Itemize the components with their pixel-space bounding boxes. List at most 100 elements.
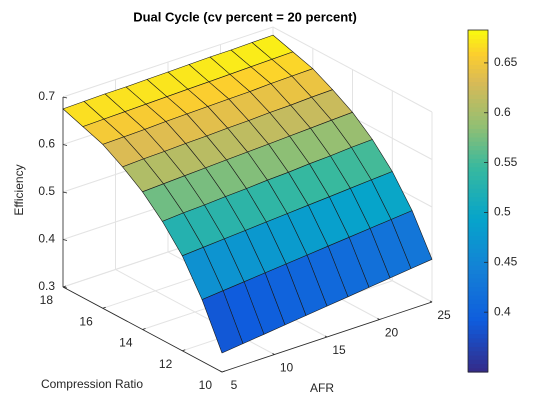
colorbar-swatch — [468, 77, 488, 82]
chart-title: Dual Cycle (cv percent = 20 percent) — [133, 9, 357, 24]
colorbar-swatch — [468, 145, 488, 151]
colorbar-swatch — [468, 153, 488, 159]
colorbar-swatch — [468, 158, 488, 164]
colorbar-swatch — [468, 218, 488, 223]
colorbar-swatch — [468, 342, 488, 347]
colorbar-swatch — [468, 303, 488, 309]
colorbar-swatch — [468, 235, 488, 241]
colorbar-swatch — [468, 119, 488, 125]
colorbar-swatch — [468, 124, 488, 129]
colorbar-swatch — [468, 320, 488, 326]
z-tick — [62, 286, 68, 289]
colorbar-swatch — [468, 42, 488, 48]
colorbar-swatch — [468, 277, 488, 283]
z-tick — [62, 239, 68, 241]
colorbar-frame — [467, 29, 489, 373]
colorbar-swatch — [468, 106, 488, 112]
colorbar-swatch — [468, 115, 488, 121]
colorbar-tick-label: 0.6 — [494, 105, 511, 119]
x-tick — [429, 300, 433, 303]
z-tick-label: 0.6 — [38, 137, 55, 151]
colorbar-swatch — [468, 282, 488, 288]
y-tick — [221, 370, 226, 373]
colorbar-swatch — [468, 47, 488, 52]
z-tick-label: 0.4 — [38, 232, 55, 246]
colorbar-swatch — [468, 196, 488, 202]
colorbar-swatch — [468, 209, 488, 215]
colorbar-swatch — [468, 312, 488, 318]
colorbar-swatch — [468, 333, 488, 339]
colorbar-swatch — [468, 72, 488, 78]
z-axis-label: Efficiency — [12, 164, 26, 215]
colorbar-swatch — [468, 222, 488, 228]
colorbar-swatch — [468, 132, 488, 138]
colorbar-swatch — [468, 329, 488, 335]
colorbar-swatch — [468, 252, 488, 258]
x-axis-label: AFR — [310, 381, 334, 395]
colorbar-swatch — [468, 59, 488, 65]
colorbar-swatch — [468, 183, 488, 189]
x-tick-label: 15 — [332, 343, 346, 357]
z-tick — [62, 191, 68, 194]
colorbar-tick-label: 0.4 — [494, 304, 511, 318]
colorbar-swatch — [468, 256, 488, 262]
colorbar-swatch — [468, 290, 488, 296]
colorbar-swatch — [468, 230, 488, 236]
y-tick — [102, 306, 106, 309]
y-axis-label: Compression Ratio — [41, 377, 143, 391]
colorbar-swatch — [468, 273, 488, 279]
colorbar-swatch — [468, 295, 488, 300]
colorbar-swatch — [468, 324, 488, 330]
y-tick — [142, 328, 146, 330]
z-tick — [62, 144, 68, 146]
colorbar-swatch — [468, 205, 488, 211]
x-tick — [219, 370, 223, 373]
x-tick — [324, 335, 328, 338]
colorbar-swatch — [468, 81, 488, 87]
colorbar-swatch — [468, 89, 488, 95]
colorbar-swatch — [468, 64, 488, 70]
colorbar-swatch — [468, 286, 488, 292]
surface-cell — [201, 290, 244, 354]
x-tick-label: 10 — [280, 361, 294, 375]
colorbar-swatch — [468, 239, 488, 245]
colorbar-swatch — [468, 265, 488, 270]
colorbar-swatch — [468, 38, 488, 44]
colorbar-swatch — [468, 175, 488, 181]
colorbar-swatch — [468, 149, 488, 155]
colorbar-swatch — [468, 94, 488, 99]
y-tick — [182, 349, 186, 352]
colorbar-swatch — [468, 136, 488, 142]
x-tick — [377, 318, 380, 320]
colorbar-swatch — [468, 243, 488, 249]
x-tick-label: 5 — [231, 378, 238, 392]
colorbar-swatch — [468, 34, 488, 40]
z-tick-label: 0.5 — [38, 184, 55, 198]
colorbar-swatch — [468, 226, 488, 232]
colorbar-swatch — [468, 299, 488, 305]
y-tick-label: 18 — [40, 293, 54, 307]
colorbar-swatch — [468, 269, 488, 275]
colorbar-swatch — [468, 85, 488, 91]
colorbar-swatch — [468, 192, 488, 198]
colorbar-swatch — [468, 248, 488, 253]
colorbar-swatch — [468, 359, 488, 365]
colorbar-swatch — [468, 201, 488, 206]
colorbar-swatch — [468, 213, 488, 219]
colorbar-swatch — [468, 350, 488, 356]
x-tick — [272, 353, 275, 355]
x-tick-label: 25 — [437, 308, 451, 322]
y-tick-label: 16 — [79, 314, 93, 328]
z-tick-label: 0.7 — [38, 89, 55, 103]
colorbar: 0.4 0.45 0.5 0.55 0.6 0.65 — [467, 29, 518, 373]
colorbar-swatch — [468, 111, 488, 117]
colorbar-swatch — [468, 354, 488, 360]
x-tick-label: 20 — [385, 326, 399, 340]
colorbar-swatch — [468, 98, 488, 104]
colorbar-swatch — [468, 179, 488, 185]
y-tick-label: 10 — [199, 378, 213, 392]
colorbar-swatch — [468, 367, 488, 373]
y-tick-label: 14 — [119, 336, 133, 350]
colorbar-swatch — [468, 51, 488, 57]
